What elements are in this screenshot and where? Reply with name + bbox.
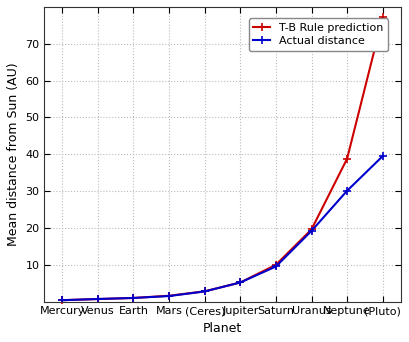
Line: T-B Rule prediction: T-B Rule prediction xyxy=(58,13,386,304)
T-B Rule prediction xyxy=(131,296,136,300)
T-B Rule prediction xyxy=(308,227,313,232)
Actual distance xyxy=(95,297,100,301)
T-B Rule prediction xyxy=(273,263,278,267)
Actual distance xyxy=(60,298,65,302)
Actual distance xyxy=(273,264,278,268)
Actual distance xyxy=(131,296,136,300)
Actual distance xyxy=(202,289,207,293)
Y-axis label: Mean distance from Sun (AU): Mean distance from Sun (AU) xyxy=(7,63,20,246)
T-B Rule prediction xyxy=(60,298,65,302)
T-B Rule prediction xyxy=(344,157,349,161)
T-B Rule prediction xyxy=(237,280,242,285)
Actual distance xyxy=(308,229,313,233)
Actual distance xyxy=(344,189,349,193)
Actual distance xyxy=(237,280,242,285)
Line: Actual distance: Actual distance xyxy=(58,152,386,304)
Actual distance xyxy=(166,294,171,298)
X-axis label: Planet: Planet xyxy=(202,322,242,335)
T-B Rule prediction xyxy=(95,297,100,301)
T-B Rule prediction xyxy=(166,294,171,298)
T-B Rule prediction xyxy=(202,289,207,293)
T-B Rule prediction xyxy=(379,15,384,19)
Legend: T-B Rule prediction, Actual distance: T-B Rule prediction, Actual distance xyxy=(248,18,387,51)
Actual distance xyxy=(379,154,384,158)
